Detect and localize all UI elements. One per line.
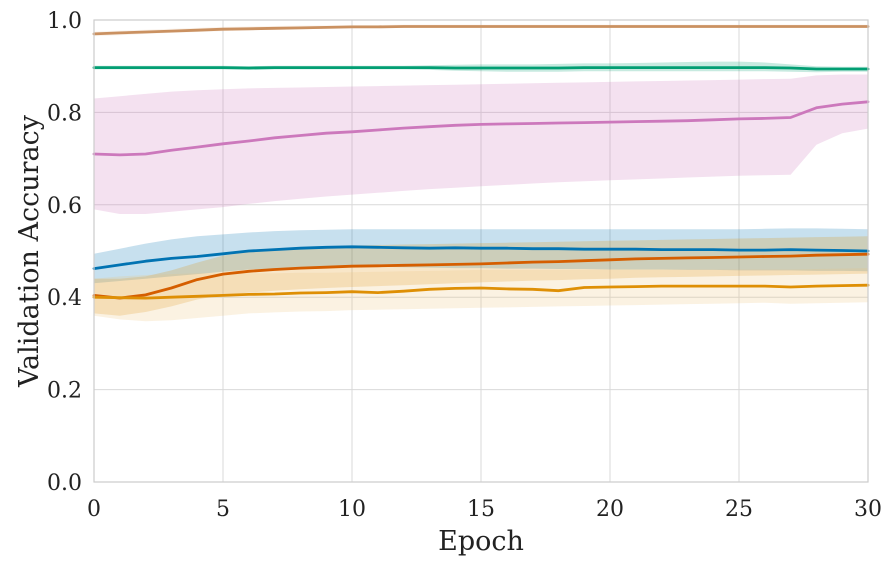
x-axis-label: Epoch — [438, 526, 524, 557]
x-tick-label: 0 — [87, 497, 101, 522]
series-pink-band — [94, 74, 868, 214]
y-tick-label: 0.4 — [47, 286, 82, 311]
series-blue-band — [94, 228, 868, 284]
y-tick-labels: 0.0 0.2 0.4 0.6 0.8 1.0 — [47, 9, 82, 496]
series-vermilion-line — [92, 252, 870, 300]
x-tick-labels: 0 5 10 15 20 25 30 — [87, 497, 882, 522]
y-tick-label: 0.0 — [47, 471, 82, 496]
x-tick-label: 30 — [854, 497, 882, 522]
series-lines — [92, 25, 870, 300]
x-tick-label: 5 — [216, 497, 230, 522]
series-orange-band — [94, 268, 868, 322]
x-tick-label: 25 — [725, 497, 753, 522]
y-axis-label: Validation Accuracy — [14, 114, 45, 388]
series-vermilion-band — [94, 236, 868, 316]
x-tick-label: 10 — [338, 497, 366, 522]
y-tick-label: 1.0 — [47, 9, 82, 34]
y-tick-label: 0.2 — [47, 379, 82, 404]
series-blue-line — [92, 245, 870, 271]
x-tick-label: 20 — [596, 497, 624, 522]
series-brown-line — [92, 25, 870, 36]
series-pink-line — [92, 100, 870, 157]
y-tick-label: 0.8 — [47, 101, 82, 126]
series-green-line — [92, 66, 870, 71]
x-tick-label: 15 — [467, 497, 495, 522]
plot-frame — [93, 19, 869, 483]
series-orange-line — [92, 283, 870, 300]
y-tick-label: 0.6 — [47, 194, 82, 219]
